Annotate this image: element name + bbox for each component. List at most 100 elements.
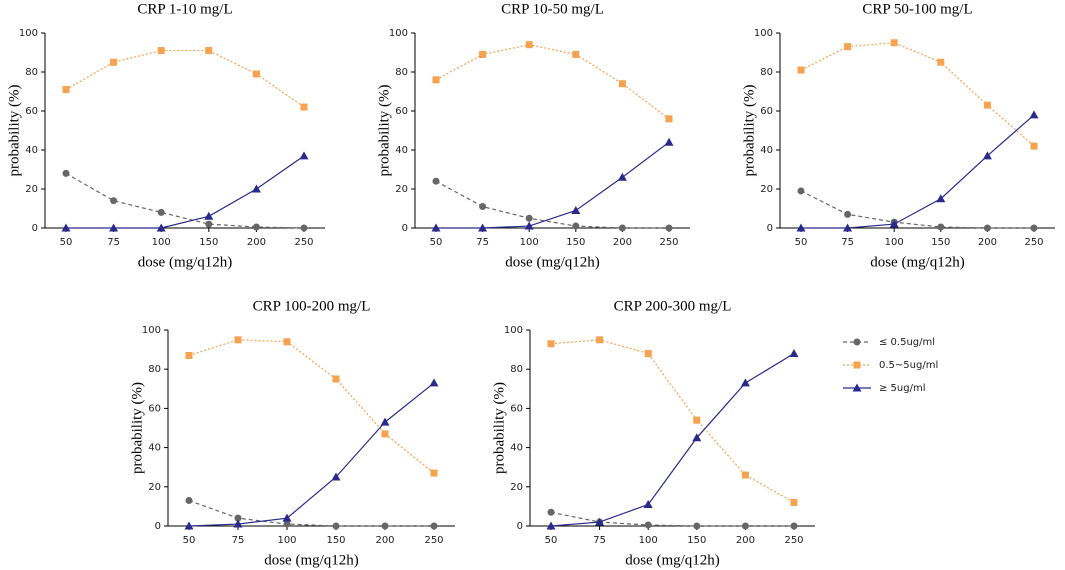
marker (381, 522, 389, 530)
chart-title: CRP 10-50 mg/L (501, 1, 604, 17)
y-tick-label: 0 (402, 223, 408, 234)
y-tick-label: 100 (19, 28, 38, 39)
x-tick-label: 75 (476, 237, 489, 248)
marker (185, 351, 193, 359)
marker (300, 103, 308, 111)
marker (157, 47, 165, 55)
marker (525, 214, 533, 222)
x-tick-label: 75 (232, 535, 245, 546)
x-tick-label: 75 (841, 237, 854, 248)
marker (618, 224, 626, 232)
series-line (66, 155, 305, 229)
y-tick-label: 40 (510, 443, 523, 454)
marker (432, 177, 440, 185)
x-tick-label: 250 (784, 535, 803, 546)
marker (204, 211, 214, 220)
marker (205, 220, 213, 228)
series-line (801, 114, 1035, 229)
y-tick-label: 60 (148, 403, 161, 414)
marker (185, 497, 193, 505)
series-line (550, 353, 795, 527)
marker (844, 43, 852, 51)
marker (332, 522, 340, 530)
x-tick-label: 75 (593, 535, 606, 546)
y-tick-label: 80 (148, 364, 161, 375)
x-tick-label: 100 (277, 535, 296, 546)
legend-label: ≥ 5ug/ml (879, 383, 926, 394)
marker (381, 430, 389, 438)
marker (429, 378, 439, 387)
x-tick-label: 150 (326, 535, 345, 546)
marker (664, 137, 674, 146)
marker (890, 39, 898, 47)
x-axis-label: dose (mg/q12h) (264, 552, 359, 568)
x-tick-label: 150 (931, 237, 950, 248)
series-line (436, 141, 670, 229)
marker (479, 203, 487, 211)
y-tick-label: 0 (32, 223, 38, 234)
x-tick-label: 50 (183, 535, 196, 546)
legend-marker (853, 361, 861, 369)
marker (617, 172, 627, 181)
marker (110, 197, 118, 205)
marker (61, 223, 71, 232)
legend-marker (853, 338, 861, 346)
y-tick-label: 80 (510, 364, 523, 375)
y-tick-label: 100 (389, 28, 408, 39)
marker (693, 416, 701, 424)
marker (432, 76, 440, 84)
marker (1029, 110, 1039, 119)
marker (796, 223, 806, 232)
marker (283, 520, 291, 528)
marker (844, 210, 852, 218)
marker (110, 58, 118, 66)
x-tick-label: 250 (294, 237, 313, 248)
y-axis-label: probability (%) (129, 382, 145, 474)
series-line (65, 172, 305, 229)
chart-title: CRP 50-100 mg/L (862, 1, 972, 17)
marker (572, 222, 580, 230)
y-tick-label: 20 (760, 184, 773, 195)
marker (252, 70, 260, 78)
marker (479, 50, 487, 58)
series-line (188, 339, 435, 474)
marker (62, 169, 70, 177)
y-tick-label: 0 (767, 223, 773, 234)
y-tick-label: 40 (148, 443, 161, 454)
marker (983, 224, 991, 232)
marker (572, 50, 580, 58)
legend-label: 0.5~5ug/ml (879, 360, 938, 371)
marker (741, 471, 749, 479)
marker (547, 508, 555, 516)
marker (644, 521, 652, 529)
y-tick-label: 60 (25, 106, 38, 117)
series-line (435, 44, 670, 120)
marker (889, 219, 899, 228)
legend-label: ≤ 0.5ug/ml (879, 337, 935, 348)
marker (983, 101, 991, 109)
marker (936, 194, 946, 203)
marker (665, 115, 673, 123)
marker (62, 86, 70, 94)
marker (233, 519, 243, 528)
marker (157, 208, 165, 216)
x-tick-label: 50 (795, 237, 808, 248)
marker (478, 223, 488, 232)
marker (937, 223, 945, 231)
x-axis-label: dose (mg/q12h) (625, 552, 720, 568)
marker (665, 224, 673, 232)
y-tick-label: 80 (395, 67, 408, 78)
marker (299, 151, 309, 160)
y-tick-label: 100 (504, 325, 523, 336)
marker (431, 223, 441, 232)
x-tick-label: 200 (736, 535, 755, 546)
marker (618, 80, 626, 88)
marker (692, 433, 702, 442)
y-tick-label: 0 (517, 521, 523, 532)
series-line (435, 180, 669, 229)
x-tick-label: 250 (424, 535, 443, 546)
marker (430, 469, 438, 477)
y-tick-label: 40 (25, 145, 38, 156)
y-axis-label: probability (%) (376, 84, 392, 176)
x-tick-label: 100 (885, 237, 904, 248)
